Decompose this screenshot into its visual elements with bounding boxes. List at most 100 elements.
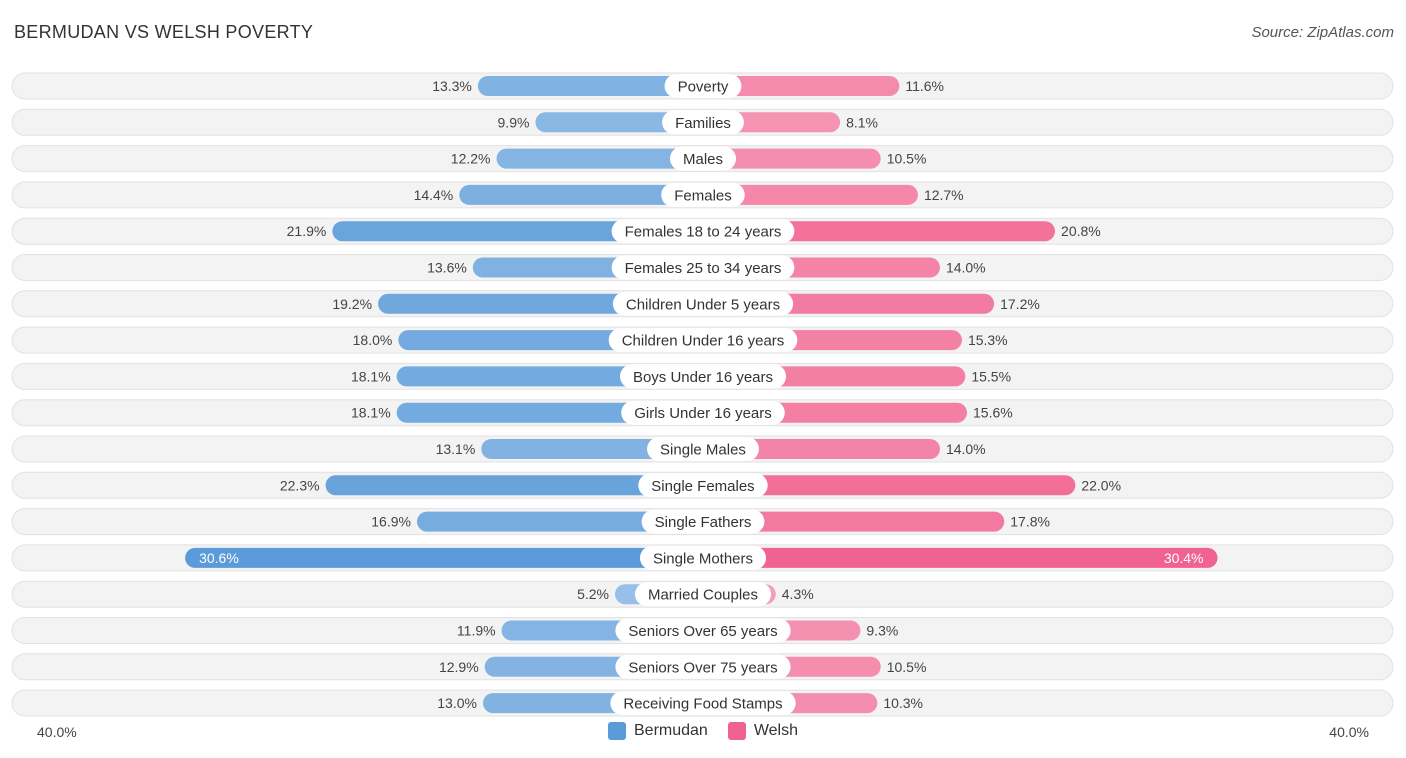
chart-row[interactable]: 18.1% 15.5% Boys Under 16 years bbox=[11, 362, 1394, 390]
value-label-bermudan: 5.2% bbox=[577, 586, 609, 602]
category-pill bbox=[662, 110, 744, 135]
bar-bermudan bbox=[185, 547, 704, 568]
category-pill bbox=[611, 219, 795, 244]
value-label-welsh: 17.2% bbox=[1000, 296, 1040, 312]
chart-row[interactable]: 18.1% 15.6% Girls Under 16 years bbox=[11, 399, 1394, 427]
value-label-bermudan: 13.6% bbox=[427, 260, 467, 276]
value-label-bermudan: 9.9% bbox=[498, 114, 530, 130]
value-label-bermudan: 22.3% bbox=[280, 477, 320, 493]
bar-welsh bbox=[703, 439, 940, 459]
value-label-welsh: 15.5% bbox=[971, 368, 1011, 384]
chart-title: BERMUDAN VS WELSH POVERTY bbox=[14, 22, 314, 42]
chart-row[interactable]: 19.2% 17.2% Children Under 5 years bbox=[11, 290, 1394, 318]
chart-row[interactable]: 16.9% 17.8% Single Fathers bbox=[11, 508, 1394, 536]
category-label: Single Fathers bbox=[655, 514, 752, 531]
bar-bermudan bbox=[325, 475, 703, 496]
value-label-welsh: 22.0% bbox=[1081, 477, 1121, 493]
category-pill bbox=[608, 328, 798, 353]
category-label: Girls Under 16 years bbox=[634, 405, 772, 422]
category-label: Single Males bbox=[660, 442, 746, 459]
chart-row[interactable]: 12.9% 10.5% Seniors Over 75 years bbox=[11, 653, 1394, 681]
chart-row[interactable]: 18.0% 15.3% Children Under 16 years bbox=[11, 326, 1394, 354]
legend: Bermudan Welsh bbox=[0, 722, 1406, 740]
value-label-bermudan: 19.2% bbox=[332, 296, 372, 312]
value-label-bermudan: 14.4% bbox=[414, 187, 454, 203]
chart-row[interactable]: 11.9% 9.3% Seniors Over 65 years bbox=[11, 617, 1394, 644]
value-label-bermudan: 21.9% bbox=[287, 223, 327, 239]
value-label-welsh: 8.1% bbox=[846, 114, 878, 130]
category-label: Married Couples bbox=[648, 587, 758, 604]
value-label-bermudan: 30.6% bbox=[199, 550, 239, 566]
category-pill bbox=[638, 473, 768, 498]
value-label-bermudan: 13.0% bbox=[437, 695, 477, 711]
value-label-welsh: 15.3% bbox=[968, 332, 1008, 348]
bar-bermudan bbox=[477, 76, 703, 96]
bar-bermudan bbox=[481, 439, 703, 459]
category-pill bbox=[641, 509, 765, 534]
legend-item-bermudan[interactable]: Bermudan bbox=[608, 722, 708, 740]
chart-row[interactable]: 13.6% 14.0% Females 25 to 34 years bbox=[11, 254, 1394, 281]
category-label: Children Under 16 years bbox=[622, 333, 785, 350]
legend-item-welsh[interactable]: Welsh bbox=[727, 722, 798, 740]
bar-bermudan bbox=[535, 112, 703, 133]
category-pill bbox=[669, 146, 737, 171]
bar-welsh bbox=[703, 148, 881, 169]
category-label: Poverty bbox=[678, 79, 729, 96]
chart-row[interactable]: 30.6% 30.4% Single Mothers bbox=[11, 544, 1394, 572]
category-pill bbox=[611, 255, 795, 280]
legend-label-welsh: Welsh bbox=[753, 722, 798, 739]
bar-bermudan bbox=[332, 221, 703, 242]
value-label-welsh: 14.0% bbox=[946, 260, 986, 276]
category-pill bbox=[664, 74, 742, 98]
value-label-bermudan: 13.3% bbox=[432, 78, 472, 94]
value-label-welsh: 11.6% bbox=[905, 78, 944, 94]
value-label-welsh: 10.5% bbox=[887, 659, 927, 675]
chart-row[interactable]: 13.0% 10.3% Receiving Food Stamps bbox=[11, 689, 1394, 717]
bar-welsh bbox=[703, 547, 1218, 568]
category-pill bbox=[612, 291, 794, 316]
value-label-bermudan: 11.9% bbox=[457, 623, 496, 639]
source-label: Source: ZipAtlas.com bbox=[1251, 24, 1394, 41]
bar-welsh bbox=[703, 511, 1005, 532]
category-label: Receiving Food Stamps bbox=[623, 696, 782, 713]
chart-row[interactable]: 5.2% 4.3% Married Couples bbox=[11, 580, 1394, 608]
category-pill bbox=[647, 437, 759, 461]
category-label: Seniors Over 65 years bbox=[628, 623, 777, 640]
axis-label-right: 40.0% bbox=[1329, 724, 1369, 740]
chart-row[interactable]: 12.2% 10.5% Males bbox=[11, 145, 1394, 173]
value-label-bermudan: 12.2% bbox=[451, 151, 491, 167]
value-label-welsh: 30.4% bbox=[1164, 550, 1204, 566]
legend-label-bermudan: Bermudan bbox=[634, 722, 708, 739]
bar-welsh bbox=[703, 184, 918, 205]
category-pill bbox=[615, 654, 791, 679]
category-label: Children Under 5 years bbox=[626, 296, 780, 313]
category-label: Boys Under 16 years bbox=[633, 369, 773, 386]
chart-row[interactable]: 14.4% 12.7% Females bbox=[11, 181, 1394, 209]
value-label-welsh: 14.0% bbox=[946, 441, 986, 457]
bar-welsh bbox=[703, 76, 900, 96]
bar-bermudan bbox=[459, 184, 703, 205]
category-label: Seniors Over 75 years bbox=[628, 659, 777, 676]
category-pill bbox=[639, 545, 767, 570]
category-label: Single Females bbox=[651, 478, 754, 495]
category-label: Females 25 to 34 years bbox=[625, 260, 782, 277]
category-pill bbox=[634, 582, 772, 607]
category-label: Families bbox=[675, 115, 731, 132]
axis-label-left: 40.0% bbox=[37, 724, 77, 740]
bar-bermudan bbox=[416, 511, 703, 532]
category-label: Females 18 to 24 years bbox=[625, 224, 782, 241]
category-pill bbox=[610, 691, 796, 716]
chart-row[interactable]: 22.3% 22.0% Single Females bbox=[11, 471, 1394, 499]
value-label-welsh: 17.8% bbox=[1010, 514, 1050, 530]
value-label-welsh: 15.6% bbox=[973, 405, 1013, 421]
value-label-bermudan: 13.1% bbox=[436, 441, 476, 457]
chart-row[interactable]: 21.9% 20.8% Females 18 to 24 years bbox=[11, 217, 1394, 245]
category-label: Females bbox=[674, 187, 732, 204]
category-pill bbox=[619, 364, 787, 389]
chart-row[interactable]: 13.1% 14.0% Single Males bbox=[11, 435, 1394, 463]
bar-welsh bbox=[703, 475, 1076, 496]
chart-row[interactable]: 9.9% 8.1% Families bbox=[11, 108, 1394, 136]
chart-row[interactable]: 13.3% 11.6% Poverty bbox=[11, 72, 1394, 100]
value-label-welsh: 10.3% bbox=[883, 695, 923, 711]
